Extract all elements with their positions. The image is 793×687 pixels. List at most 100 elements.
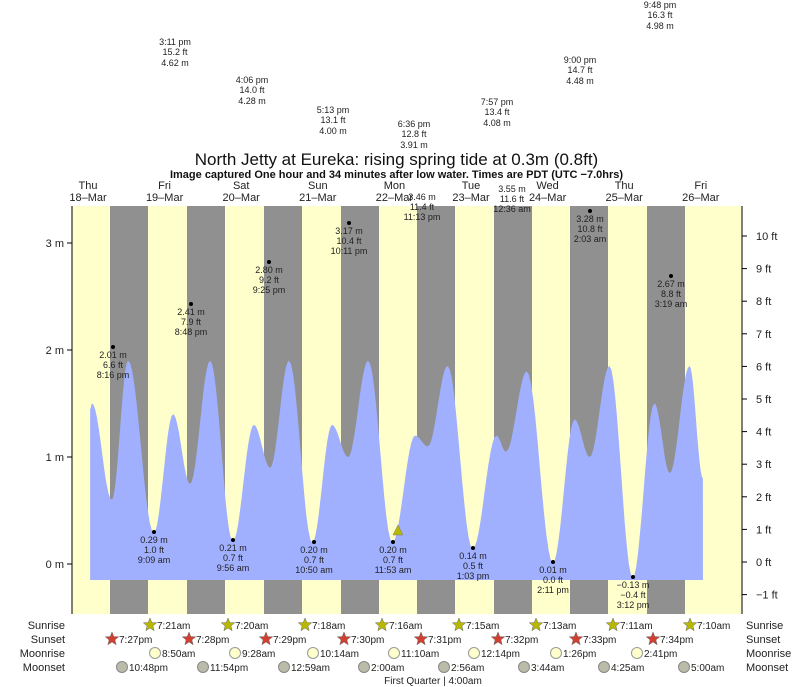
sunset-time: 7:32pm (505, 635, 538, 646)
high-label-time: 10:11 pm (331, 246, 368, 256)
y-tick-label-ft: 8 ft (756, 296, 771, 308)
sunset-time: 7:30pm (351, 635, 384, 646)
day-label: Mon (384, 180, 405, 192)
chart-title: North Jetty at Eureka: rising spring tid… (194, 150, 599, 169)
sunrise-star-icon (220, 617, 236, 632)
moonrise-time: 1:26pm (563, 649, 596, 660)
moonset-icon (116, 661, 128, 673)
high-dot (267, 260, 271, 264)
low-label-time: 9:09 am (138, 555, 171, 565)
high-label-ft: 7.9 ft (181, 317, 202, 327)
sunset-star-icon (104, 631, 120, 646)
day-label: Wed (536, 180, 558, 192)
sunrise-time: 7:15am (466, 621, 499, 632)
low-label-m: 0.29 m (140, 535, 168, 545)
sunrise-time: 7:18am (312, 621, 345, 632)
moonset-time: 5:00am (691, 663, 724, 674)
y-tick-label-ft: −1 ft (756, 590, 778, 602)
high-time: 3:11 pm (159, 37, 191, 47)
low-label-ft: 1.0 ft (144, 545, 165, 555)
y-tick-label-ft: 6 ft (756, 361, 771, 373)
high-m: 4.08 m (483, 118, 511, 128)
high-time: 5:13 pm (317, 105, 350, 115)
sunset-time: 7:29pm (273, 635, 306, 646)
low-label-ft: 0.7 ft (383, 555, 404, 565)
high-label-time: 11:13 pm (404, 212, 441, 222)
sunrise-star-icon (142, 617, 158, 632)
sunrise-time: 7:13am (543, 621, 576, 632)
low-label-ft: −0.4 ft (620, 590, 646, 600)
high-label-ft: 9.2 ft (259, 275, 280, 285)
high-label-ft: 10.8 ft (577, 224, 603, 234)
moonset-icon (518, 661, 530, 673)
low-label-time: 9:56 am (217, 563, 250, 573)
moonset-icon (278, 661, 290, 673)
sunrise-star-icon (682, 617, 698, 632)
row-label-left: Sunset (31, 634, 65, 646)
high-dot (669, 274, 673, 278)
low-label-time: 1:03 pm (457, 571, 490, 581)
row-label-right: Sunrise (746, 620, 783, 632)
sunrise-star-icon (374, 617, 390, 632)
high-label-m: 3.55 m (498, 184, 526, 194)
low-label-m: −0.13 m (617, 580, 650, 590)
moonrise-time: 9:28am (242, 649, 275, 660)
date-label: 26–Mar (682, 192, 720, 204)
day-label: Tue (462, 180, 481, 192)
low-dot (631, 575, 635, 579)
moonset-time: 3:44am (531, 663, 564, 674)
high-ft: 13.1 ft (320, 115, 346, 125)
high-ft: 12.8 ft (401, 129, 427, 139)
y-tick-label-m: 1 m (46, 452, 64, 464)
moonset-icon (358, 661, 370, 673)
y-tick-label-ft: 9 ft (756, 264, 771, 276)
moonset-time: 2:56am (451, 663, 484, 674)
low-label-m: 0.20 m (379, 545, 407, 555)
low-label-m: 0.21 m (219, 543, 247, 553)
moonset-time: 10:48pm (129, 663, 168, 674)
high-dot (347, 221, 351, 225)
sunrise-star-icon (451, 617, 467, 632)
low-dot (551, 560, 555, 564)
moon-phase-label: First Quarter | 4:00am (384, 676, 482, 687)
high-time: 6:36 pm (398, 119, 431, 129)
high-label-time: 12:36 am (493, 204, 531, 214)
row-label-left: Sunrise (28, 620, 65, 632)
high-label-m: 3.28 m (576, 214, 604, 224)
sunset-star-icon (336, 631, 352, 646)
day-label: Sat (233, 180, 250, 192)
high-label-time: 9:25 pm (253, 285, 286, 295)
high-ft: 16.3 ft (647, 10, 673, 20)
y-tick-label-m: 0 m (46, 559, 64, 571)
low-label-ft: 0.7 ft (304, 555, 325, 565)
day-label: Thu (79, 180, 98, 192)
high-m: 4.62 m (161, 58, 189, 68)
high-m: 3.91 m (400, 140, 428, 150)
tide-area (90, 360, 703, 581)
row-label-left: Moonset (23, 662, 65, 674)
date-label: 18–Mar (69, 192, 107, 204)
row-label-right: Moonrise (746, 648, 791, 660)
row-label-right: Sunset (746, 634, 780, 646)
sunrise-time: 7:16am (389, 621, 422, 632)
high-ft: 15.2 ft (162, 47, 188, 57)
sunset-star-icon (645, 631, 661, 646)
y-tick-label-ft: 4 ft (756, 427, 771, 439)
sunset-star-icon (258, 631, 274, 646)
low-label-ft: 0.5 ft (463, 561, 484, 571)
high-label-ft: 11.6 ft (500, 194, 525, 204)
moonrise-icon (229, 647, 241, 659)
high-m: 4.00 m (319, 126, 347, 136)
high-label-m: 3.17 m (335, 226, 363, 236)
high-label-time: 8:16 pm (97, 370, 130, 380)
sunset-time: 7:34pm (660, 635, 693, 646)
low-label-time: 3:12 pm (617, 600, 650, 610)
high-label-ft: 11.4 ft (410, 202, 435, 212)
high-label-time: 8:48 pm (175, 327, 208, 337)
high-time: 7:57 pm (481, 97, 514, 107)
row-label-right: Moonset (746, 662, 788, 674)
high-m: 4.28 m (238, 96, 266, 106)
sunrise-time: 7:20am (235, 621, 268, 632)
